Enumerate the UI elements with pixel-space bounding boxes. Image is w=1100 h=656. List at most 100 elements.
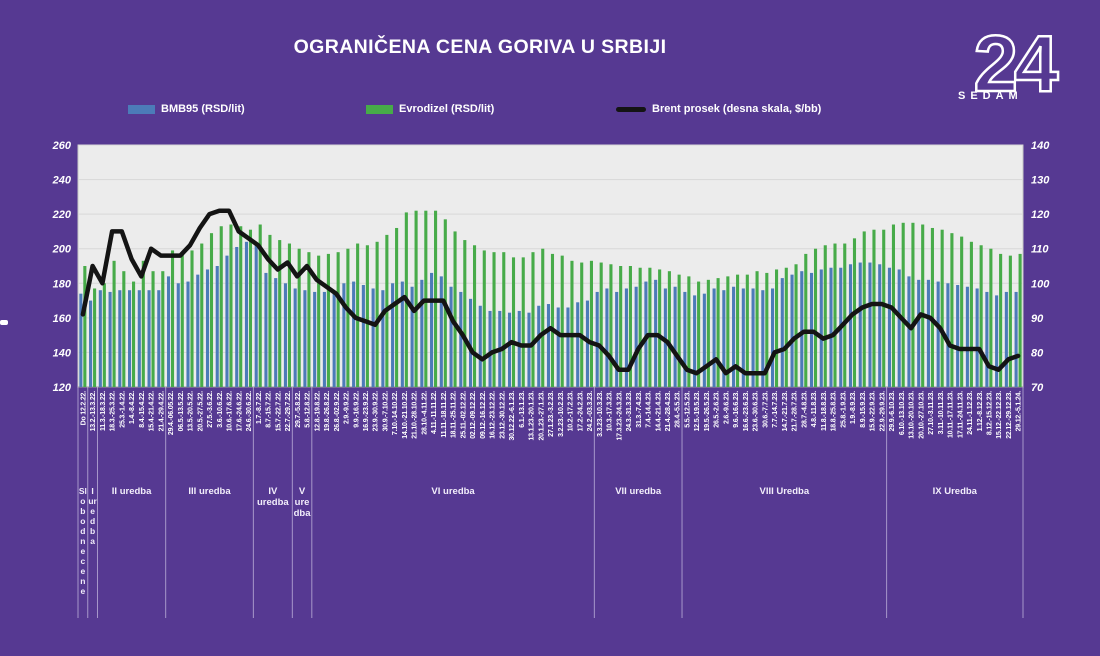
bar-bmb95	[546, 304, 551, 387]
x-axis-label: 3.3.23.-10.3.23.	[597, 391, 604, 437]
x-axis-label: 8.9.-15.9.23.	[860, 391, 867, 428]
x-axis-label: 8.7.-15.7.22.	[266, 391, 273, 428]
x-axis-label: 6.10.-13.10.23.	[899, 391, 906, 435]
bar-bmb95	[595, 291, 599, 387]
bar-bmb95	[800, 271, 804, 387]
x-axis-label: 13.2.-13.3.22.	[90, 391, 97, 432]
bar-evrodizel	[317, 255, 321, 387]
x-axis-label: 7.7.-14.7.23.	[772, 391, 779, 428]
x-axis-label: 12.8.-19.8.22.	[314, 391, 321, 432]
x-axis-label: 11.8.-18.8.23.	[821, 391, 828, 431]
x-axis-label: 13.10.-20.10.23.	[909, 391, 916, 439]
bar-bmb95	[332, 293, 336, 387]
left-axis-tick: 140	[53, 347, 72, 359]
x-axis-label: 23.6.-30.6.23.	[753, 391, 760, 432]
bar-evrodizel	[667, 271, 671, 387]
x-axis-label: 21.4.-28.4.23.	[665, 391, 672, 432]
x-axis-label: 31.3.-7.4.23.	[636, 391, 643, 428]
bar-bmb95	[137, 290, 141, 387]
bar-bmb95	[683, 291, 687, 387]
x-axis-label: 4.8.-11.8.23.	[811, 391, 818, 428]
bar-evrodizel	[833, 243, 837, 387]
x-axis-label: 24.2.-03.3.23.	[587, 391, 594, 432]
bar-bmb95	[410, 286, 414, 387]
bar-bmb95	[761, 290, 765, 387]
bar-evrodizel	[307, 252, 311, 387]
right-axis-tick: 100	[1031, 278, 1050, 290]
x-axis-label: 22.12.-29.12.23.	[1006, 391, 1013, 439]
bar-bmb95	[244, 241, 249, 387]
x-axis-label: 1.7.-8.7.22.	[256, 391, 263, 424]
bar-evrodizel	[794, 264, 798, 387]
period-label: V uredba	[293, 486, 311, 519]
bar-bmb95	[732, 286, 736, 387]
left-axis-tick: 160	[53, 313, 72, 325]
bar-bmb95	[897, 269, 901, 387]
x-axis-label: 2.6.-9.6.23.	[723, 391, 730, 424]
bar-bmb95	[741, 288, 745, 387]
left-axis-tick: 220	[52, 209, 72, 221]
x-axis-label: 19.8.-26.8.22.	[324, 391, 331, 432]
right-axis-tick: 90	[1031, 313, 1044, 325]
bar-evrodizel	[132, 281, 136, 387]
bar-bmb95	[449, 286, 453, 387]
bar-evrodizel	[677, 274, 681, 387]
bar-bmb95	[634, 286, 638, 387]
bar-bmb95	[89, 300, 93, 387]
bar-evrodizel	[541, 248, 545, 387]
x-axis-label: 21.7.-28.7.23.	[792, 391, 799, 432]
x-axis-label: 20.1.23.-27.1.23.	[538, 391, 545, 441]
bar-evrodizel	[151, 271, 155, 387]
x-axis-label: 24.3.-31.3.23.	[626, 391, 633, 432]
x-axis-label: 25.3.-1.4.22.	[119, 391, 126, 428]
bar-evrodizel	[989, 248, 993, 387]
bar-evrodizel	[180, 253, 184, 387]
bar-evrodizel	[248, 229, 253, 387]
logo-number: 24	[972, 19, 1059, 108]
x-axis-label: 26.8.-02.9.22.	[334, 391, 341, 432]
left-axis-tick: 120	[53, 382, 72, 394]
x-axis-label: 28.4.-5.5.23.	[675, 391, 682, 428]
x-axis-label: 25.11.-02.12.22.	[460, 391, 467, 439]
bar-evrodizel	[93, 288, 97, 387]
bar-bmb95	[926, 279, 930, 387]
x-axis-label: 30.12.22.-6.1.23.	[509, 391, 516, 441]
period-label: VIII Uredba	[759, 486, 810, 497]
bar-bmb95	[507, 312, 512, 387]
x-axis-label: 30.6.-7.7.23.	[762, 391, 769, 428]
bar-bmb95	[322, 291, 326, 387]
x-axis-label: 27.10.-3.11.23.	[928, 391, 935, 435]
bar-evrodizel	[268, 234, 272, 387]
x-axis-label: 4.11.-11.11.22.	[431, 391, 438, 434]
x-axis-label: 3.2.23.-10.2.23.	[558, 391, 565, 437]
bar-bmb95	[956, 285, 960, 387]
period-label: Slobodne cene	[78, 486, 87, 596]
bar-evrodizel	[775, 269, 779, 387]
bar-evrodizel	[628, 266, 632, 387]
bar-evrodizel	[336, 252, 340, 387]
bar-bmb95	[459, 291, 463, 387]
x-axis-label: 29.12.-5.1.24.	[1016, 391, 1023, 432]
x-axis-label: 17.11.-24.11.23.	[957, 391, 964, 438]
bar-bmb95	[254, 245, 258, 387]
x-axis-label: 8.12.-15.12.23.	[987, 391, 994, 435]
x-axis-label: 29.9.-6.10.23.	[889, 391, 896, 432]
bar-bmb95	[283, 283, 287, 387]
x-axis-label: 18.3.-25.3.22.	[110, 391, 117, 432]
bar-evrodizel	[813, 248, 818, 387]
left-edge-mark	[0, 320, 8, 325]
bar-bmb95	[576, 302, 580, 387]
bar-bmb95	[887, 267, 892, 387]
bar-bmb95	[439, 276, 443, 387]
period-label: II uredba	[111, 486, 152, 497]
bar-evrodizel	[395, 227, 399, 387]
bar-bmb95	[790, 274, 794, 387]
bar-bmb95	[313, 291, 317, 387]
bar-bmb95	[780, 278, 784, 387]
legend-item-bmb95: BMB95 (RSD/lit)	[128, 102, 245, 116]
x-axis-label: 20.5.-27.5.22.	[197, 391, 204, 432]
x-axis-label: 17.2.-24.2.23.	[577, 391, 584, 432]
bar-bmb95	[517, 310, 521, 387]
left-axis-tick: 240	[52, 175, 72, 187]
